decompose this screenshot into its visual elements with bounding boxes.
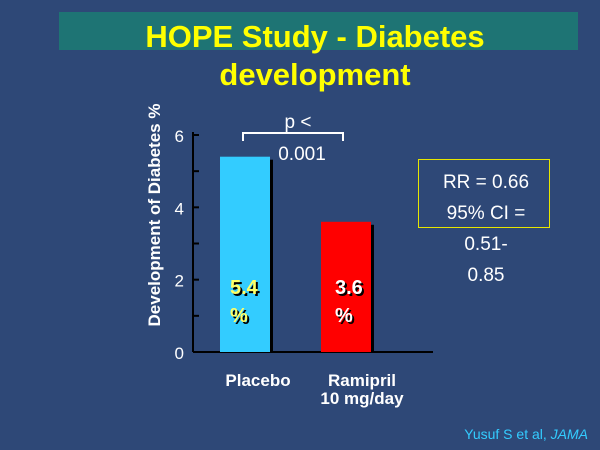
citation: Yusuf S et al, JAMA xyxy=(464,426,588,442)
p-value-number: 0.001 xyxy=(278,144,326,165)
y-tick-label: 2 xyxy=(175,272,184,291)
y-tick-label: 6 xyxy=(175,127,184,146)
p-value-bracket xyxy=(242,132,344,141)
relative-risk-box xyxy=(418,159,550,228)
bar-value-label: 5.4 xyxy=(230,277,259,299)
bar-value-label-shadow: 3.6 xyxy=(337,279,365,301)
y-tick-label: 4 xyxy=(175,199,184,218)
rr-line-4: 0.85 xyxy=(467,265,505,286)
citation-journal: JAMA xyxy=(550,426,588,442)
bar-value-label: % xyxy=(230,305,248,327)
bar-ramipril xyxy=(321,221,371,352)
rr-line-1: RR = 0.66 xyxy=(442,172,530,193)
chart-title: HOPE Study - Diabetes development xyxy=(145,19,485,92)
bar-value-label-shadow: 5.4 xyxy=(232,279,261,301)
bar-placebo xyxy=(220,156,270,352)
y-tick-label: 0 xyxy=(175,344,184,363)
title-band xyxy=(59,12,578,50)
bar-value-label-shadow: % xyxy=(232,307,250,329)
bar-value-label: % xyxy=(335,305,353,327)
bar-value-label-shadow: % xyxy=(337,307,355,329)
relative-risk-text: RR = 0.66 95% CI = 0.51- 0.85 xyxy=(412,167,560,291)
bar-value-label: 3.6 xyxy=(335,277,363,299)
x-category-label: Placebo xyxy=(225,371,290,390)
rr-line-2: 95% CI = xyxy=(446,203,526,224)
x-category-label: Ramipril xyxy=(328,371,396,390)
p-value-label: p < xyxy=(285,112,312,133)
citation-authors: Yusuf S et al, xyxy=(464,426,551,442)
rr-line-3: 0.51- xyxy=(464,234,508,255)
x-category-label: 10 mg/day xyxy=(320,389,404,408)
